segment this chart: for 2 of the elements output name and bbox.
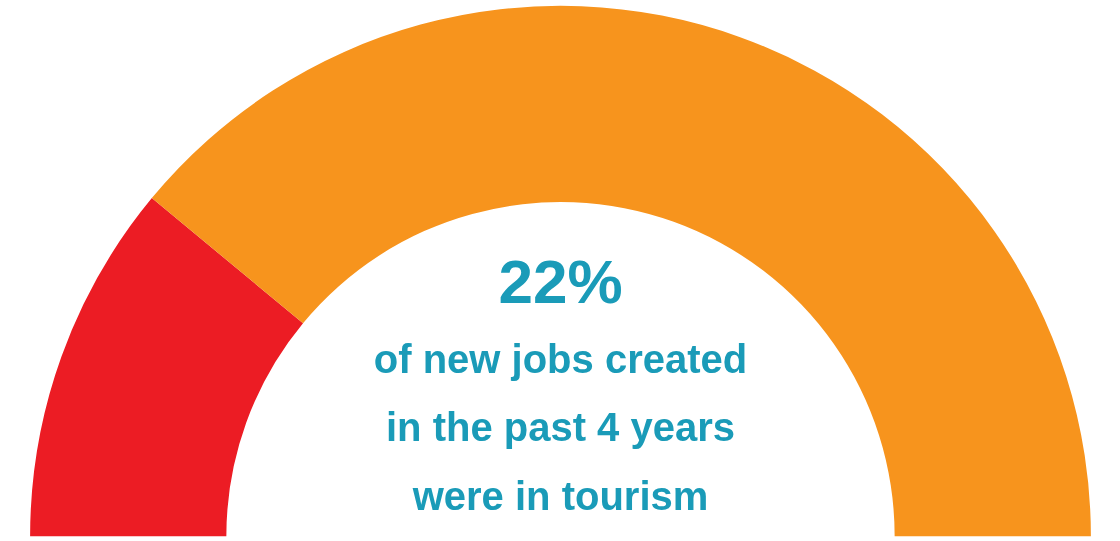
text: 22% bbox=[498, 247, 623, 317]
text: of new jobs created in the past 4 years were in tourism bbox=[373, 336, 748, 519]
